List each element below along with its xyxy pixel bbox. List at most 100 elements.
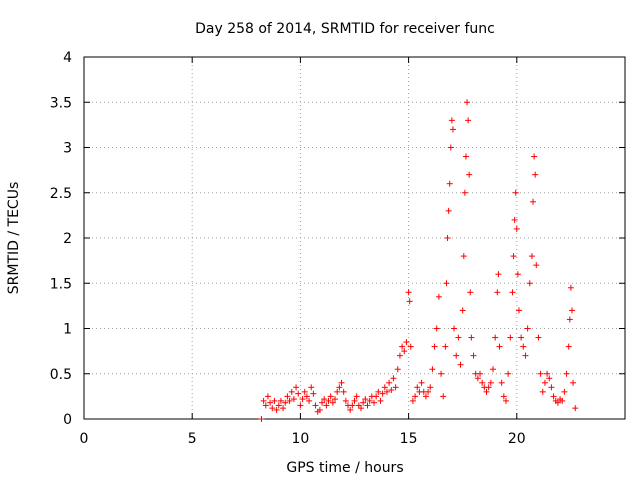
data-point [446, 180, 453, 187]
data-point [514, 271, 521, 278]
data-point [377, 397, 384, 404]
data-point [507, 334, 514, 341]
data-point [510, 253, 517, 260]
data-point [406, 298, 413, 305]
data-point [373, 393, 380, 400]
data-point [460, 253, 467, 260]
data-point [561, 388, 568, 395]
data-point [459, 307, 466, 314]
data-point [483, 388, 490, 395]
x-tick-label: 0 [80, 431, 89, 447]
data-point [306, 397, 313, 404]
data-point [370, 399, 377, 406]
y-tick-label: 1.5 [50, 276, 72, 292]
data-point [485, 384, 492, 391]
chart-title: Day 258 of 2014, SRMTID for receiver fun… [195, 21, 495, 37]
data-point [431, 343, 438, 350]
data-point [570, 379, 577, 386]
data-point [329, 399, 336, 406]
data-point [509, 289, 516, 296]
data-point [366, 397, 373, 404]
y-tick-label: 4 [63, 50, 72, 66]
data-point [264, 393, 271, 400]
data-point [498, 379, 505, 386]
data-point [383, 388, 390, 395]
x-tick-label: 15 [400, 431, 418, 447]
data-point [513, 225, 520, 232]
data-point [321, 396, 328, 403]
data-point [357, 405, 364, 412]
data-point [541, 379, 548, 386]
data-point [336, 384, 343, 391]
x-tick-label: 20 [508, 431, 526, 447]
data-point [468, 334, 475, 341]
data-point [502, 397, 509, 404]
data-point [277, 397, 284, 404]
data-point [297, 402, 304, 409]
data-point [295, 390, 302, 397]
data-point [429, 366, 436, 373]
data-point [467, 289, 474, 296]
data-point [546, 375, 553, 382]
data-point [457, 361, 464, 368]
y-tick-label: 3 [63, 141, 72, 157]
data-point [271, 397, 278, 404]
x-axis-label: GPS time / hours [286, 460, 403, 476]
data-point [440, 393, 447, 400]
data-point [563, 370, 570, 377]
data-point [427, 384, 434, 391]
data-point [403, 339, 410, 346]
y-tick-label: 2.5 [50, 186, 72, 202]
ticks: 0 5 10 15 20 0 0.5 1 1.5 2 2.5 3 3.5 4 [50, 50, 625, 447]
data-point [342, 397, 349, 404]
data-point [360, 399, 367, 406]
data-point [518, 334, 525, 341]
x-tick-label: 10 [291, 431, 309, 447]
data-point [550, 393, 557, 400]
data-point [531, 153, 538, 160]
data-point [532, 171, 539, 178]
data-point [449, 126, 456, 133]
plot-frame [83, 56, 626, 420]
data-point [533, 262, 540, 269]
data-point [539, 388, 546, 395]
data-point [524, 325, 531, 332]
data-point [494, 289, 501, 296]
data-point [559, 397, 566, 404]
data-point [327, 393, 334, 400]
data-point [470, 352, 477, 359]
data-point [451, 325, 458, 332]
data-point [407, 343, 414, 350]
data-point [319, 399, 326, 406]
data-point [340, 388, 347, 395]
data-point [443, 280, 450, 287]
data-point [474, 375, 481, 382]
data-point [267, 399, 274, 406]
y-tick-label: 0 [63, 412, 72, 428]
data-point [487, 379, 494, 386]
data-point [390, 375, 397, 382]
data-point [422, 393, 429, 400]
data-point [280, 405, 287, 412]
data-point [455, 334, 462, 341]
data-point [554, 399, 561, 406]
data-point [433, 325, 440, 332]
data-point [512, 189, 519, 196]
data-point [466, 171, 473, 178]
data-point [461, 189, 468, 196]
data-point [515, 307, 522, 314]
data-point [282, 399, 289, 406]
data-point [308, 384, 315, 391]
data-point [479, 379, 486, 386]
data-point [401, 348, 408, 355]
y-tick-label: 3.5 [50, 95, 72, 111]
data-point [332, 396, 339, 403]
data-point [453, 352, 460, 359]
data-point [275, 402, 282, 409]
data-point [262, 402, 269, 409]
data-point [349, 402, 356, 409]
data-point [323, 402, 330, 409]
data-point [492, 334, 499, 341]
data-point [530, 198, 537, 205]
